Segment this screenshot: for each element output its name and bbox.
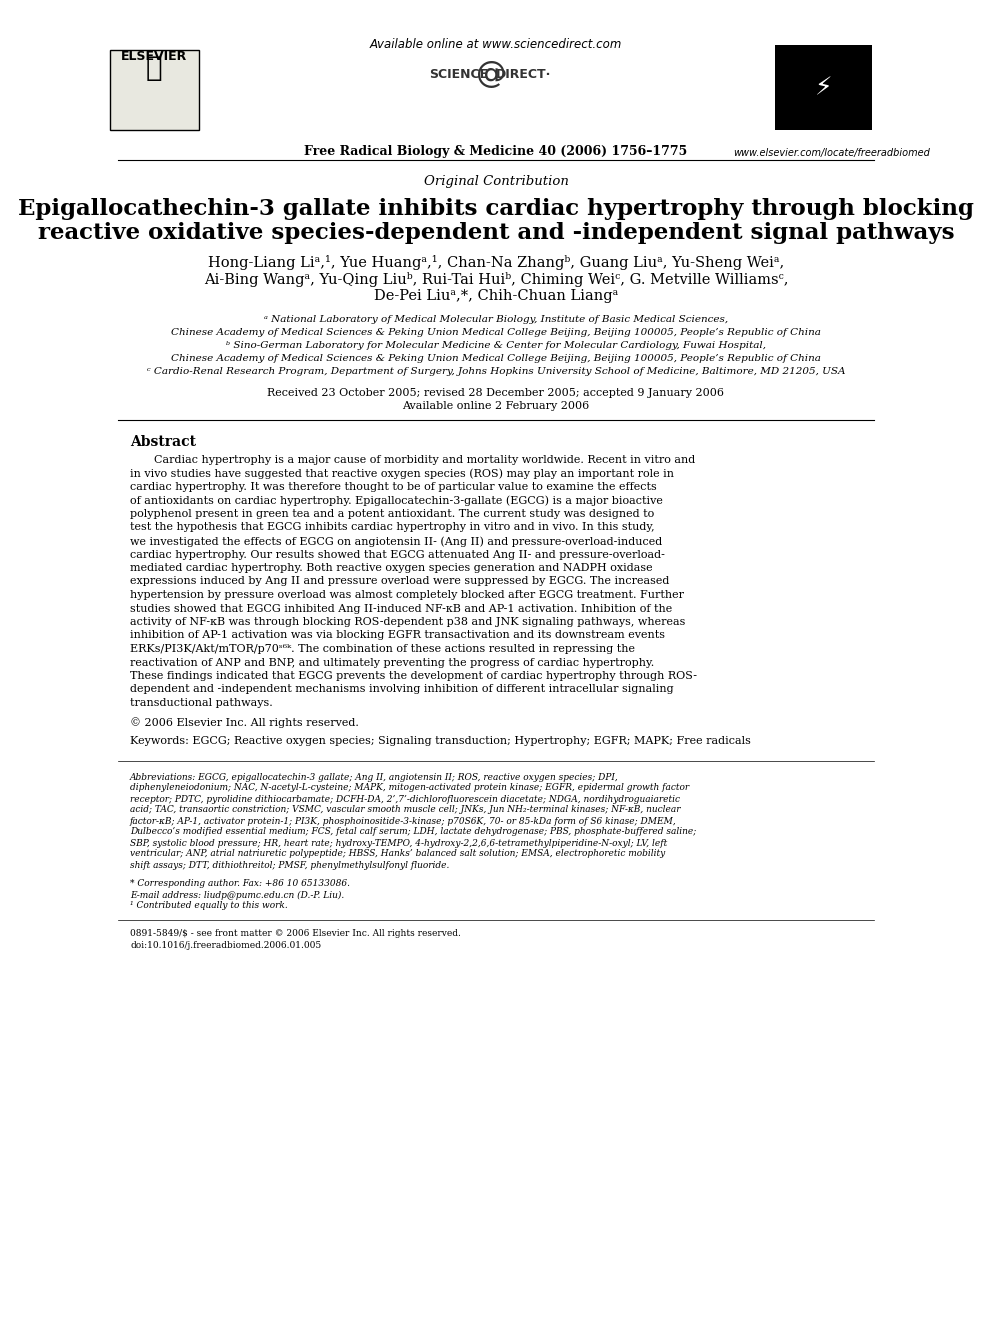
Text: ᵃ National Laboratory of Medical Molecular Biology, Institute of Basic Medical S: ᵃ National Laboratory of Medical Molecul… <box>264 315 728 324</box>
Text: activity of NF-κB was through blocking ROS-dependent p38 and JNK signaling pathw: activity of NF-κB was through blocking R… <box>130 617 685 627</box>
Text: ᶜ Cardio-Renal Research Program, Department of Surgery, Johns Hopkins University: ᶜ Cardio-Renal Research Program, Departm… <box>147 366 845 376</box>
Text: Dulbecco’s modified essential medium; FCS, fetal calf serum; LDH, lactate dehydr: Dulbecco’s modified essential medium; FC… <box>130 827 696 836</box>
Text: Available online 2 February 2006: Available online 2 February 2006 <box>403 401 589 411</box>
Text: receptor; PDTC, pyrolidine dithiocarbamate; DCFH-DA, 2’,7’-dichlorofluorescein d: receptor; PDTC, pyrolidine dithiocarbama… <box>130 795 681 803</box>
Text: cardiac hypertrophy. It was therefore thought to be of particular value to exami: cardiac hypertrophy. It was therefore th… <box>130 482 657 492</box>
Text: E-mail address: liudp@pumc.edu.cn (D.-P. Liu).: E-mail address: liudp@pumc.edu.cn (D.-P.… <box>130 890 344 900</box>
Text: inhibition of AP-1 activation was via blocking EGFR transactivation and its down: inhibition of AP-1 activation was via bl… <box>130 631 665 640</box>
Text: Original Contribution: Original Contribution <box>424 175 568 188</box>
Text: expressions induced by Ang II and pressure overload were suppressed by EGCG. The: expressions induced by Ang II and pressu… <box>130 577 670 586</box>
Text: Received 23 October 2005; revised 28 December 2005; accepted 9 January 2006: Received 23 October 2005; revised 28 Dec… <box>268 388 724 398</box>
Text: reactivation of ANP and BNP, and ultimately preventing the progress of cardiac h: reactivation of ANP and BNP, and ultimat… <box>130 658 655 668</box>
Text: in vivo studies have suggested that reactive oxygen species (ROS) may play an im: in vivo studies have suggested that reac… <box>130 468 674 479</box>
Text: @: @ <box>476 60 506 89</box>
Text: test the hypothesis that EGCG inhibits cardiac hypertrophy in vitro and in vivo.: test the hypothesis that EGCG inhibits c… <box>130 523 655 532</box>
Text: De-Pei Liuᵃ,*, Chih-Chuan Liangᵃ: De-Pei Liuᵃ,*, Chih-Chuan Liangᵃ <box>374 288 618 303</box>
Text: reactive oxidative species-dependent and -independent signal pathways: reactive oxidative species-dependent and… <box>38 222 954 243</box>
Text: © 2006 Elsevier Inc. All rights reserved.: © 2006 Elsevier Inc. All rights reserved… <box>130 717 359 728</box>
Bar <box>110 50 199 130</box>
Text: we investigated the effects of EGCG on angiotensin II- (Ang II) and pressure-ove: we investigated the effects of EGCG on a… <box>130 536 663 546</box>
Text: Chinese Academy of Medical Sciences & Peking Union Medical College Beijing, Beij: Chinese Academy of Medical Sciences & Pe… <box>171 355 821 363</box>
Text: Ai-Bing Wangᵃ, Yu-Qing Liuᵇ, Rui-Tai Huiᵇ, Chiming Weiᶜ, G. Metville Williamsᶜ,: Ai-Bing Wangᵃ, Yu-Qing Liuᵇ, Rui-Tai Hui… <box>203 273 789 287</box>
Text: Keywords: EGCG; Reactive oxygen species; Signaling transduction; Hypertrophy; EG: Keywords: EGCG; Reactive oxygen species;… <box>130 736 751 745</box>
Text: SBP, systolic blood pressure; HR, heart rate; hydroxy-TEMPO, 4-hydroxy-2,2,6,6-t: SBP, systolic blood pressure; HR, heart … <box>130 839 668 848</box>
Text: ELSEVIER: ELSEVIER <box>121 50 187 64</box>
Text: acid; TAC, transaortic constriction; VSMC, vascular smooth muscle cell; JNKs, Ju: acid; TAC, transaortic constriction; VSM… <box>130 806 681 815</box>
Text: shift assays; DTT, dithiothreitol; PMSF, phenylmethylsulfonyl fluoride.: shift assays; DTT, dithiothreitol; PMSF,… <box>130 860 449 869</box>
Text: Hong-Liang Liᵃ,¹, Yue Huangᵃ,¹, Chan-Na Zhangᵇ, Guang Liuᵃ, Yu-Sheng Weiᵃ,: Hong-Liang Liᵃ,¹, Yue Huangᵃ,¹, Chan-Na … <box>208 255 784 270</box>
Text: * Corresponding author. Fax: +86 10 65133086.: * Corresponding author. Fax: +86 10 6513… <box>130 880 350 889</box>
Text: dependent and -independent mechanisms involving inhibition of different intracel: dependent and -independent mechanisms in… <box>130 684 674 695</box>
Text: cardiac hypertrophy. Our results showed that EGCG attenuated Ang II- and pressur: cardiac hypertrophy. Our results showed … <box>130 549 665 560</box>
Text: diphenyleneiodonium; NAC, N-acetyl-L-cysteine; MAPK, mitogen-activated protein k: diphenyleneiodonium; NAC, N-acetyl-L-cys… <box>130 783 689 792</box>
Text: Epigallocathechin-3 gallate inhibits cardiac hypertrophy through blocking: Epigallocathechin-3 gallate inhibits car… <box>18 198 974 220</box>
Text: hypertension by pressure overload was almost completely blocked after EGCG treat: hypertension by pressure overload was al… <box>130 590 684 601</box>
Bar <box>775 45 873 130</box>
Text: ᵇ Sino-German Laboratory for Molecular Medicine & Center for Molecular Cardiolog: ᵇ Sino-German Laboratory for Molecular M… <box>226 341 766 351</box>
Text: ¹ Contributed equally to this work.: ¹ Contributed equally to this work. <box>130 901 288 910</box>
Text: Abstract: Abstract <box>130 435 196 448</box>
Text: ⚡: ⚡ <box>815 75 832 101</box>
Text: DIRECT·: DIRECT· <box>496 67 552 81</box>
Text: of antioxidants on cardiac hypertrophy. Epigallocatechin-3-gallate (EGCG) is a m: of antioxidants on cardiac hypertrophy. … <box>130 496 663 507</box>
Text: Abbreviations: EGCG, epigallocatechin-3 gallate; Ang II, angiotensin II; ROS, re: Abbreviations: EGCG, epigallocatechin-3 … <box>130 773 619 782</box>
Text: ERKs/PI3K/Akt/mTOR/p70ˢ⁶ᵏ. The combination of these actions resulted in repressi: ERKs/PI3K/Akt/mTOR/p70ˢ⁶ᵏ. The combinati… <box>130 644 635 654</box>
Text: Cardiac hypertrophy is a major cause of morbidity and mortality worldwide. Recen: Cardiac hypertrophy is a major cause of … <box>155 455 695 464</box>
Text: doi:10.1016/j.freeradbiomed.2006.01.005: doi:10.1016/j.freeradbiomed.2006.01.005 <box>130 941 321 950</box>
Text: www.elsevier.com/locate/freeradbiomed: www.elsevier.com/locate/freeradbiomed <box>733 148 930 157</box>
Text: studies showed that EGCG inhibited Ang II-induced NF-κB and AP-1 activation. Inh: studies showed that EGCG inhibited Ang I… <box>130 603 673 614</box>
Text: factor-κB; AP-1, activator protein-1; PI3K, phosphoinositide-3-kinase; p70S6K, 7: factor-κB; AP-1, activator protein-1; PI… <box>130 816 677 826</box>
Text: Free Radical Biology & Medicine 40 (2006) 1756–1775: Free Radical Biology & Medicine 40 (2006… <box>305 146 687 157</box>
Text: mediated cardiac hypertrophy. Both reactive oxygen species generation and NADPH : mediated cardiac hypertrophy. Both react… <box>130 564 653 573</box>
Text: Chinese Academy of Medical Sciences & Peking Union Medical College Beijing, Beij: Chinese Academy of Medical Sciences & Pe… <box>171 328 821 337</box>
Text: polyphenol present in green tea and a potent antioxidant. The current study was : polyphenol present in green tea and a po… <box>130 509 655 519</box>
Text: These findings indicated that EGCG prevents the development of cardiac hypertrop: These findings indicated that EGCG preve… <box>130 671 697 681</box>
Text: 🌳: 🌳 <box>146 54 163 82</box>
Text: transductional pathways.: transductional pathways. <box>130 699 273 708</box>
Text: 0891-5849/$ - see front matter © 2006 Elsevier Inc. All rights reserved.: 0891-5849/$ - see front matter © 2006 El… <box>130 930 461 938</box>
Text: SCIENCE: SCIENCE <box>430 67 488 81</box>
Text: ventricular; ANP, atrial natriuretic polypeptide; HBSS, Hanks’ balanced salt sol: ventricular; ANP, atrial natriuretic pol… <box>130 849 666 859</box>
Text: Available online at www.sciencedirect.com: Available online at www.sciencedirect.co… <box>370 38 622 52</box>
